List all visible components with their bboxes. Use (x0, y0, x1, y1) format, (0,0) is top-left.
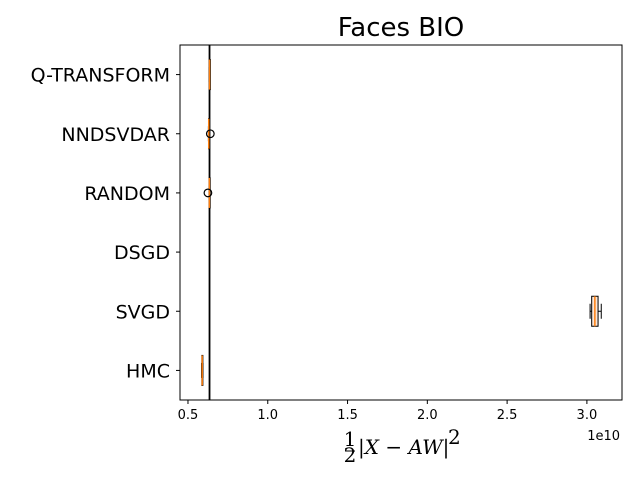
x-tick-label: 1.5 (337, 408, 358, 423)
category-label: Q-TRANSFORM (31, 65, 170, 87)
box-nndsvdar (205, 118, 215, 150)
chart-title: Faces BIO (338, 13, 465, 43)
box-hmc (201, 354, 204, 386)
boxes-layer (201, 59, 602, 386)
category-label: RANDOM (84, 183, 170, 205)
x-tick-label: 0.5 (178, 408, 199, 423)
box-random (203, 177, 213, 209)
category-label: SVGD (116, 301, 170, 323)
outlier-point (205, 129, 215, 139)
x-axis: 0.5 1.0 1.5 2.0 2.5 3.0 (178, 400, 598, 423)
x-label-expression: |X − AW| (358, 435, 449, 460)
x-offset-label: 1e10 (587, 429, 620, 444)
box-q-transform (208, 59, 211, 91)
x-tick-label: 2.0 (417, 408, 438, 423)
x-label-exponent: 2 (448, 425, 461, 449)
category-label: HMC (126, 360, 170, 382)
x-axis-label: 1 2 |X − AW| 2 (344, 425, 461, 467)
x-tick-label: 1.0 (257, 408, 278, 423)
y-axis: Q-TRANSFORM NNDSVDAR RANDOM DSGD SVGD HMC (31, 65, 180, 382)
x-label-fraction-denominator: 2 (344, 443, 357, 467)
box-svgd (589, 295, 602, 327)
x-tick-label: 2.5 (497, 408, 518, 423)
axes-frame (179, 44, 623, 401)
category-label: DSGD (114, 242, 170, 264)
category-label: NNDSVDAR (61, 124, 170, 146)
plot-area (179, 44, 623, 401)
outlier-point (203, 188, 213, 198)
x-label-fraction-numerator: 1 (344, 427, 357, 451)
x-tick-label: 3.0 (577, 408, 598, 423)
